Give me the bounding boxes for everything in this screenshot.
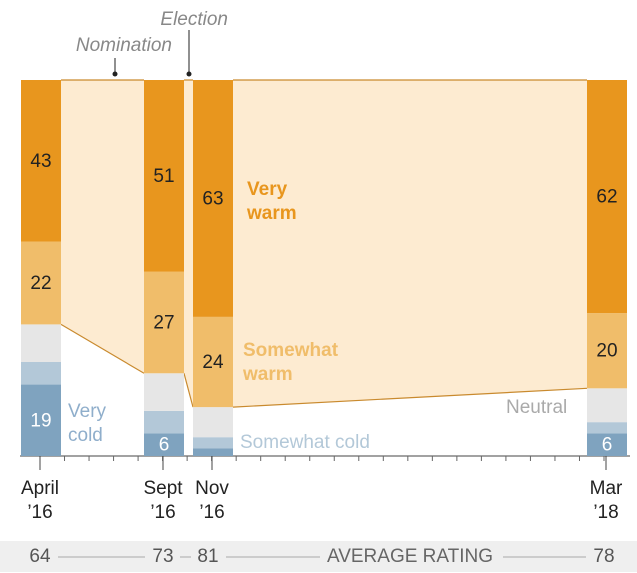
bar-segment — [193, 80, 233, 317]
bar-segment — [144, 433, 184, 456]
rating-value: 64 — [29, 546, 51, 567]
value-label: 62 — [596, 187, 617, 208]
bar-segment — [21, 324, 61, 362]
bar-segment — [144, 80, 184, 272]
annotation-dot — [186, 71, 192, 77]
connector-line — [60, 323, 145, 374]
bar-segment — [21, 384, 61, 456]
connector-area — [61, 80, 144, 374]
value-label: 24 — [202, 352, 224, 373]
value-label: 22 — [30, 273, 51, 294]
bar-segment — [193, 316, 233, 408]
connector-area — [184, 80, 193, 408]
x-tick-label: Nov ’16 — [195, 478, 229, 523]
bar-segment — [587, 433, 627, 456]
series-label: Somewhat cold — [240, 432, 370, 453]
annotation: Election — [160, 9, 228, 30]
x-tick-label: April ’16 — [20, 478, 59, 523]
bar-segment — [193, 448, 233, 456]
connector-line — [183, 373, 194, 408]
bar-segment — [193, 437, 233, 449]
x-tick-label: Mar ’18 — [589, 478, 623, 523]
series-label: Very warm — [247, 179, 297, 224]
connector-line — [232, 387, 588, 408]
bar-segment — [587, 422, 627, 434]
connector-area — [233, 80, 587, 408]
bar-segment — [587, 80, 627, 314]
value-label: 6 — [159, 435, 170, 456]
bar-segment — [193, 407, 233, 438]
value-label: 51 — [153, 166, 174, 187]
bar-segment — [21, 362, 61, 385]
annotation-dot — [112, 71, 118, 77]
bar-segment — [144, 410, 184, 434]
series-label: Neutral — [506, 397, 568, 418]
value-label: 43 — [30, 151, 51, 172]
rating-value: 78 — [593, 546, 614, 567]
series-label: Very cold — [68, 401, 107, 446]
rating-label: AVERAGE RATING — [327, 546, 493, 567]
bar-segment — [587, 388, 627, 423]
bar-segment — [587, 313, 627, 389]
annotation: Nomination — [76, 35, 172, 56]
value-label: 27 — [153, 313, 174, 334]
value-label: 20 — [596, 341, 617, 362]
rating-value: 81 — [197, 546, 218, 567]
bar-segment — [144, 271, 184, 374]
series-label: Somewhat warm — [243, 340, 339, 385]
value-label: 19 — [30, 410, 51, 431]
value-label: 6 — [602, 435, 613, 456]
bar-segment — [21, 80, 61, 242]
rating-value: 73 — [152, 546, 173, 567]
value-label: 63 — [202, 188, 223, 209]
bar-segment — [21, 241, 61, 325]
x-tick-label: Sept ’16 — [143, 478, 183, 523]
bar-segment — [144, 373, 184, 411]
